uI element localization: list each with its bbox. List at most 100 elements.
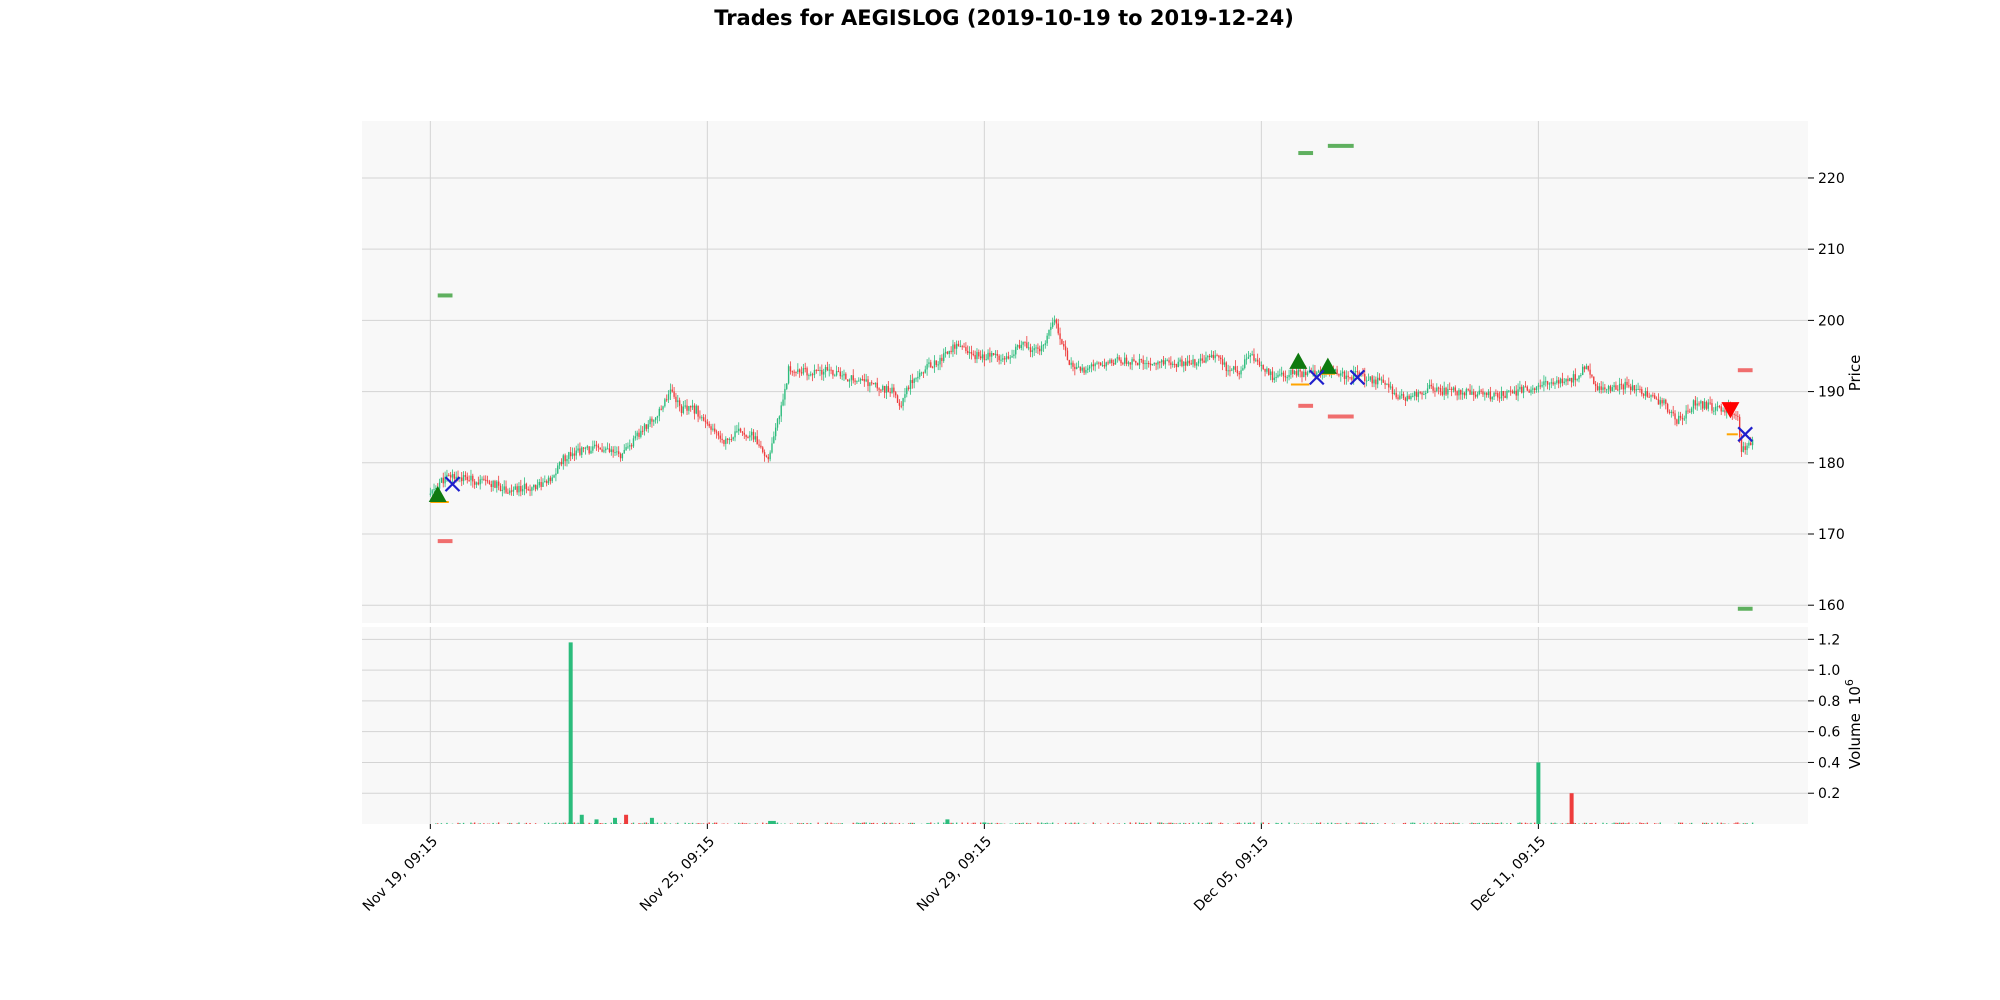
candle-body <box>869 382 871 387</box>
volume-bar <box>756 823 758 824</box>
candle-body <box>481 478 483 480</box>
candle-body <box>730 439 733 441</box>
volume-bar <box>1628 822 1630 824</box>
candle-body <box>1419 392 1421 394</box>
volume-bar <box>1404 822 1407 824</box>
candle-body <box>438 482 441 489</box>
volume-bar <box>856 822 858 824</box>
volume-bar <box>1253 822 1255 824</box>
volume-bar <box>800 823 803 824</box>
candle-body <box>1713 410 1715 412</box>
price-panel <box>362 121 1808 623</box>
candle-body <box>817 370 819 372</box>
candle-body <box>1127 362 1130 364</box>
volume-bar <box>1707 823 1709 824</box>
candle-body <box>915 378 917 380</box>
candle-body <box>693 405 696 414</box>
volume-bar <box>1330 822 1333 824</box>
volume-bar <box>871 823 873 824</box>
candle-body <box>1053 319 1056 323</box>
candle-body <box>1690 408 1693 413</box>
volume-bar <box>937 822 939 824</box>
candle-body <box>1125 357 1128 364</box>
price-tick-label: 210 <box>1818 242 1845 258</box>
candle-body <box>505 486 507 493</box>
volume-bar <box>898 822 901 824</box>
candle-body <box>1247 356 1250 359</box>
candle-body <box>1100 362 1102 366</box>
volume-bar <box>632 822 635 824</box>
candle-body <box>784 388 786 400</box>
candle-body <box>810 374 812 376</box>
volume-bar <box>1107 822 1109 824</box>
candle-body <box>1484 392 1486 395</box>
volume-bar <box>841 823 843 824</box>
candle-body <box>1129 362 1131 365</box>
volume-bar <box>1445 823 1447 824</box>
volume-bar <box>852 822 854 824</box>
candle-body <box>579 448 581 455</box>
candle-body <box>1317 370 1320 373</box>
candle-body <box>1183 361 1185 366</box>
candle-body <box>754 436 757 440</box>
candle-body <box>529 489 531 491</box>
buy-marker <box>1318 357 1337 374</box>
volume-bar <box>1260 822 1263 824</box>
candle-body <box>1046 335 1048 344</box>
candle-body <box>702 417 705 421</box>
volume-bar <box>806 823 808 824</box>
exit-marker-stroke <box>1308 369 1325 386</box>
candle-body <box>861 379 864 381</box>
volume-bar <box>1478 822 1480 824</box>
candle-body <box>564 455 566 462</box>
candle-body <box>1707 402 1709 409</box>
candle-body <box>1039 348 1041 352</box>
candle-body <box>1260 364 1263 366</box>
candle-body <box>1432 386 1434 391</box>
candle-body <box>1631 385 1634 391</box>
candle-body <box>531 487 533 491</box>
candle-body <box>1617 389 1619 391</box>
volume-bar <box>1020 823 1022 824</box>
candle-body <box>662 406 664 410</box>
candle-body <box>948 350 950 354</box>
volume-bar <box>961 822 963 824</box>
candle-body <box>1655 398 1658 400</box>
candle-body <box>1395 392 1397 398</box>
volume-bar <box>1613 822 1615 824</box>
candle-body <box>1170 362 1172 366</box>
volume-bar <box>1500 822 1503 824</box>
volume-bar <box>1288 822 1290 824</box>
candle-body <box>1029 347 1032 353</box>
volume-bar <box>1393 823 1396 824</box>
price-tick-label: 200 <box>1818 313 1845 329</box>
candle-body <box>623 449 625 454</box>
candle-body <box>1343 371 1346 379</box>
candle-body <box>512 489 515 492</box>
candle-body <box>778 416 781 420</box>
candle-body <box>527 489 529 491</box>
candle-body <box>1096 362 1098 364</box>
candle-body <box>501 489 504 491</box>
volume-bar <box>1358 822 1360 824</box>
candle-body <box>1044 343 1046 345</box>
candle-body <box>1528 390 1530 393</box>
candle-body <box>1709 402 1711 404</box>
candle-body <box>1292 369 1294 374</box>
candle-body <box>503 486 505 490</box>
candle-body <box>712 428 714 430</box>
candle-body <box>1194 359 1196 366</box>
candle-body <box>473 481 476 485</box>
volume-bar <box>1277 822 1279 824</box>
candle-body <box>1024 341 1026 343</box>
candle-body <box>972 353 974 355</box>
candle-body <box>1648 396 1650 398</box>
volume-bar <box>741 822 744 824</box>
candle-body <box>1371 376 1373 384</box>
candle-body <box>1633 385 1636 391</box>
candle-body <box>1220 357 1222 360</box>
candle-body <box>1522 386 1525 393</box>
candle-body <box>697 405 699 417</box>
candle-body <box>592 446 594 451</box>
